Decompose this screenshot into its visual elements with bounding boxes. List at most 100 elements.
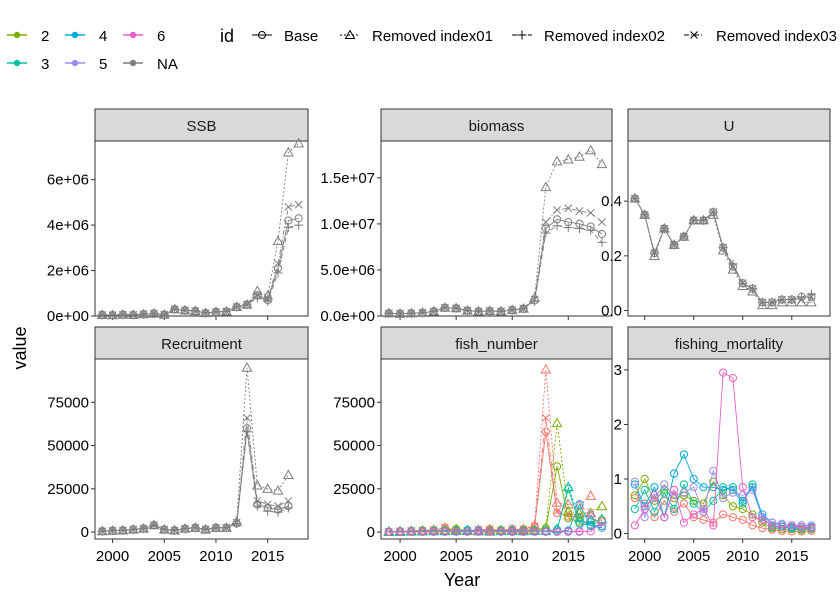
data-point (294, 220, 304, 230)
data-point (679, 499, 688, 508)
legend-color-dot (71, 59, 79, 67)
data-point (669, 469, 679, 478)
data-point (461, 524, 473, 535)
data-point (519, 527, 528, 537)
data-point (699, 515, 708, 525)
legend-color-dot (129, 59, 137, 67)
data-point (689, 510, 698, 519)
data-point (160, 525, 169, 534)
data-point (212, 307, 220, 316)
data-point (395, 527, 405, 537)
legend-shape-label: Removed index02 (544, 28, 665, 45)
data-point (807, 523, 816, 533)
data-point (640, 504, 649, 514)
y-tick-label: 0 (367, 524, 375, 541)
data-point (758, 513, 767, 522)
series (630, 450, 816, 532)
legend-color-label: 6 (157, 28, 165, 45)
data-point (650, 491, 659, 500)
data-point (669, 485, 679, 495)
data-point (263, 500, 272, 509)
legend-color-dot (13, 31, 21, 39)
data-point (241, 362, 253, 372)
data-point (719, 491, 728, 500)
data-point (575, 207, 584, 215)
data-point (149, 309, 158, 318)
data-point (562, 153, 574, 164)
legend-shape-item: Removed index03 (684, 28, 837, 45)
data-point (630, 477, 639, 486)
data-point (748, 510, 757, 519)
data-point (630, 521, 639, 530)
series (98, 413, 293, 536)
x-tick-label: 2015 (251, 548, 284, 565)
data-point (98, 310, 107, 319)
series-line (388, 485, 602, 533)
data-point (485, 527, 494, 536)
data-point (699, 483, 708, 492)
data-point (758, 518, 767, 527)
data-point (474, 525, 483, 534)
legend-color-label: NA (157, 56, 178, 73)
y-tick-label: 1.0e+07 (320, 216, 375, 233)
data-point (719, 243, 728, 252)
y-axis-label: value (10, 326, 30, 369)
data-point (728, 373, 738, 383)
data-point (689, 483, 698, 492)
data-point (597, 218, 606, 227)
data-point (748, 284, 757, 293)
data-point (129, 310, 138, 319)
data-point (719, 485, 728, 495)
data-point (768, 298, 777, 307)
data-point (553, 206, 562, 215)
data-point (384, 309, 393, 318)
data-point (242, 427, 252, 437)
data-point (282, 469, 294, 480)
data-point (181, 306, 189, 315)
legend-color-item: 4 (65, 28, 107, 45)
data-point (529, 525, 541, 535)
data-point (530, 295, 539, 304)
data-point (585, 144, 597, 155)
data-point (586, 521, 595, 531)
data-point (748, 485, 757, 495)
data-point (719, 368, 728, 377)
panel-strip (627, 108, 831, 142)
data-point (738, 279, 747, 288)
data-point (541, 228, 551, 238)
legend-shape-marker (690, 31, 698, 39)
panel-strip (380, 326, 613, 360)
data-point (118, 310, 127, 319)
data-point (497, 307, 505, 316)
series-line (102, 204, 299, 316)
data-point (384, 527, 393, 537)
series (630, 368, 816, 533)
y-tick-label: 2e+06 (47, 263, 89, 280)
legend-color-label: 2 (41, 28, 49, 45)
y-tick-label: 0.0 (601, 303, 622, 320)
y-tick-label: 1 (614, 471, 622, 488)
data-point (529, 519, 541, 530)
data-point (284, 202, 293, 211)
legend-shape-item: Base (252, 28, 318, 45)
data-point (540, 363, 552, 374)
series-line (388, 521, 603, 533)
data-point (517, 524, 529, 535)
panel-strip-label: U (724, 118, 735, 135)
data-point (585, 514, 597, 525)
data-point (282, 146, 294, 157)
data-point (440, 303, 449, 312)
data-point (274, 259, 282, 268)
data-point (263, 506, 273, 516)
data-point (679, 480, 688, 489)
data-point (596, 500, 608, 511)
legend-color-item: 5 (65, 56, 107, 73)
data-point (485, 306, 494, 315)
data-point (787, 295, 796, 304)
y-tick-label: 50000 (47, 438, 89, 455)
data-point (650, 507, 659, 516)
y-tick-label: 75000 (47, 394, 89, 411)
x-tick-label: 2005 (148, 548, 181, 565)
panel-u: U 0.0 0.2 0.4 (601, 108, 831, 320)
data-point (108, 526, 117, 535)
